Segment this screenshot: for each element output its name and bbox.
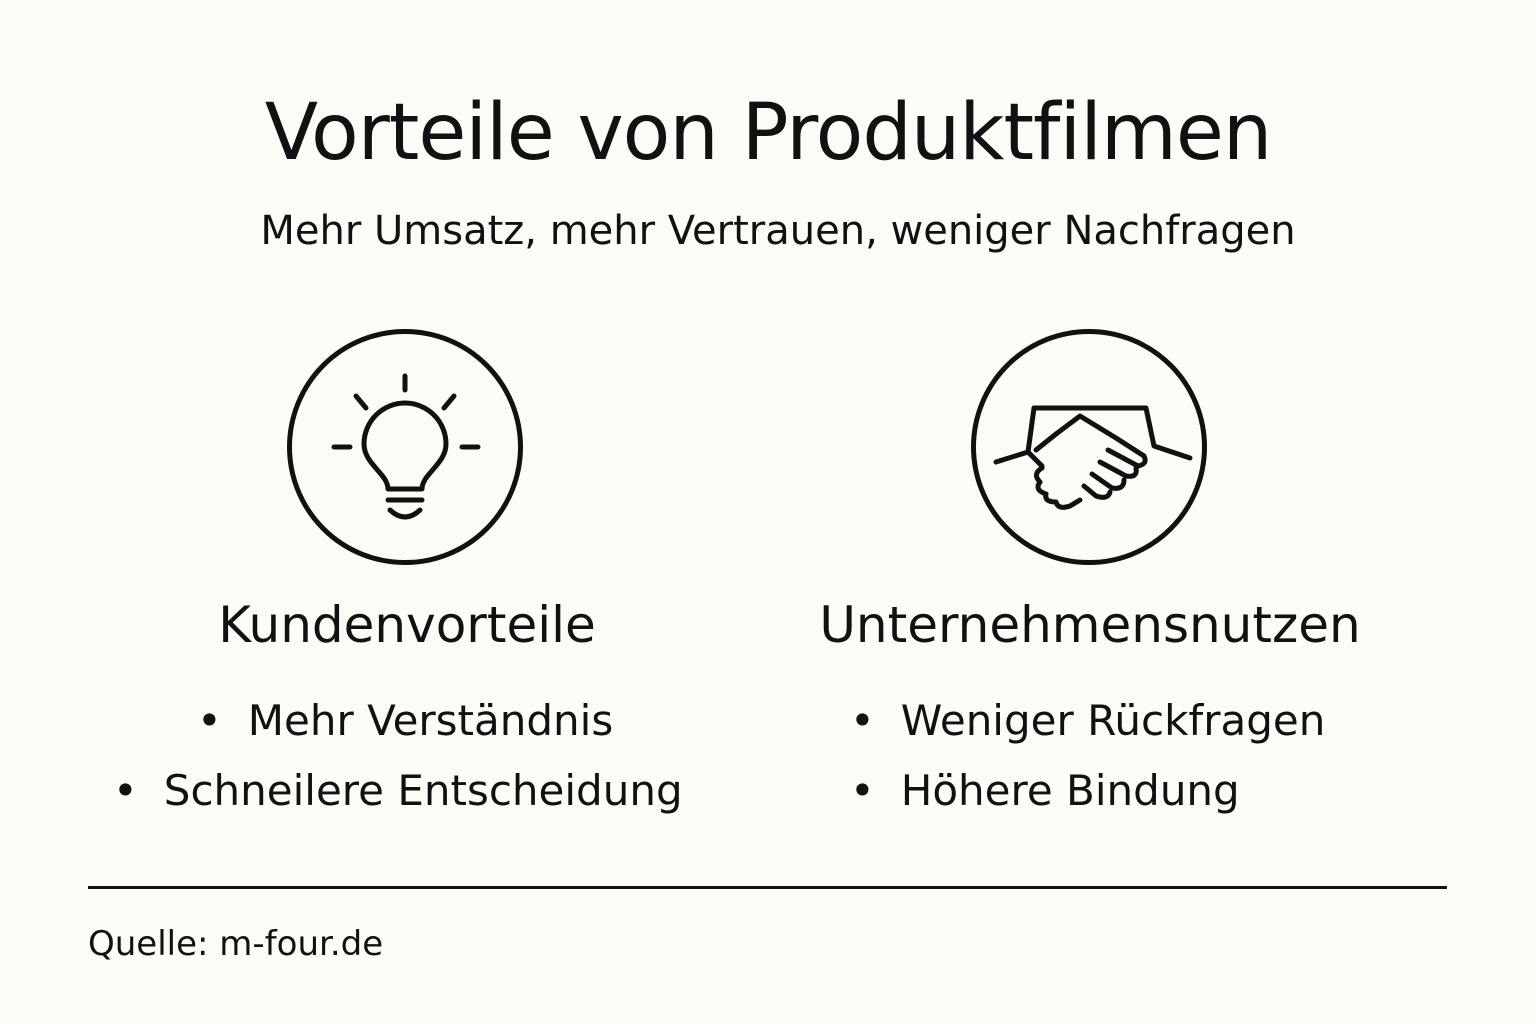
- list-item: Schneilere Entscheidung: [113, 756, 683, 826]
- list-item: Mehr Verständnis: [197, 686, 683, 756]
- list-item: Weniger Rückfragen: [850, 686, 1326, 756]
- benefit-list: Weniger Rückfragen Höhere Bindung: [850, 686, 1326, 826]
- source-note: Quelle: m-four.de: [88, 924, 384, 964]
- subtitle: Mehr Umsatz, mehr Vertrauen, weniger Nac…: [260, 208, 1296, 254]
- benefit-list: Mehr Verständnis Schneilere Entscheidung: [113, 686, 683, 826]
- column-heading: Kundenvorteile: [218, 596, 596, 654]
- handshake-icon: [971, 329, 1207, 565]
- column-heading: Unternehmensnutzen: [819, 596, 1361, 654]
- page-title: Vorteile von Produktfilmen: [264, 88, 1273, 178]
- divider: [88, 886, 1447, 889]
- lightbulb-icon: [287, 329, 523, 565]
- list-item: Höhere Bindung: [850, 756, 1325, 826]
